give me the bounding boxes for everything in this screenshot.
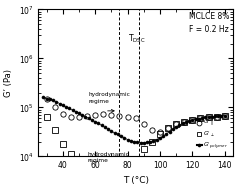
Text: MCLCE 8%
F = 0.2 Hz: MCLCE 8% F = 0.2 Hz	[189, 12, 229, 34]
X-axis label: T (°C): T (°C)	[123, 176, 149, 185]
Text: hydrodynamic
regime: hydrodynamic regime	[87, 152, 129, 163]
Legend: $G'_{\parallel}$, $G'_{\perp}$, $G'_{polymer}$: $G'_{\parallel}$, $G'_{\perp}$, $G'_{pol…	[196, 117, 230, 152]
Y-axis label: G’ (Pa): G’ (Pa)	[4, 69, 13, 97]
Text: hydrodynamic
regime: hydrodynamic regime	[89, 92, 131, 104]
Text: T$_\mathregular{DSC}$: T$_\mathregular{DSC}$	[128, 33, 146, 45]
